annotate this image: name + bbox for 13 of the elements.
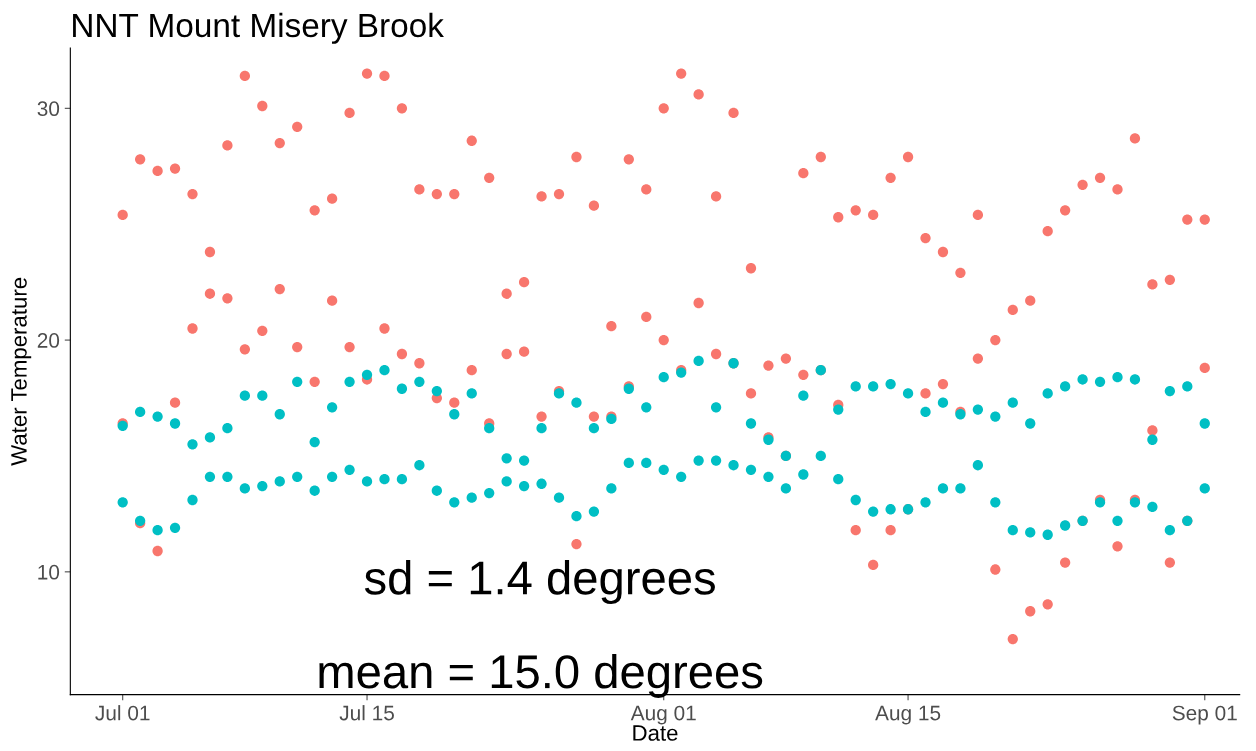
- x-tick-label: Jul 15: [339, 705, 394, 721]
- y-tick-label: 10: [38, 564, 60, 580]
- y-tick-label: 20: [37, 333, 60, 348]
- x-tick-label: Aug 01: [630, 705, 696, 725]
- x-axis-title: Date: [633, 725, 678, 741]
- chart-title: NNT Mount Misery Brook: [73, 12, 444, 44]
- x-tick-label: Jul 01: [95, 705, 150, 721]
- y-axis-title: Water Temperature: [11, 277, 32, 466]
- annotation: mean = 15.0 degrees: [319, 653, 763, 698]
- y-tick-label: 30: [37, 101, 60, 117]
- x-tick-label: Sep 01: [1172, 705, 1237, 725]
- x-tick-label: Aug 15: [875, 705, 941, 725]
- annotation: sd = 1.4 degrees: [364, 560, 715, 605]
